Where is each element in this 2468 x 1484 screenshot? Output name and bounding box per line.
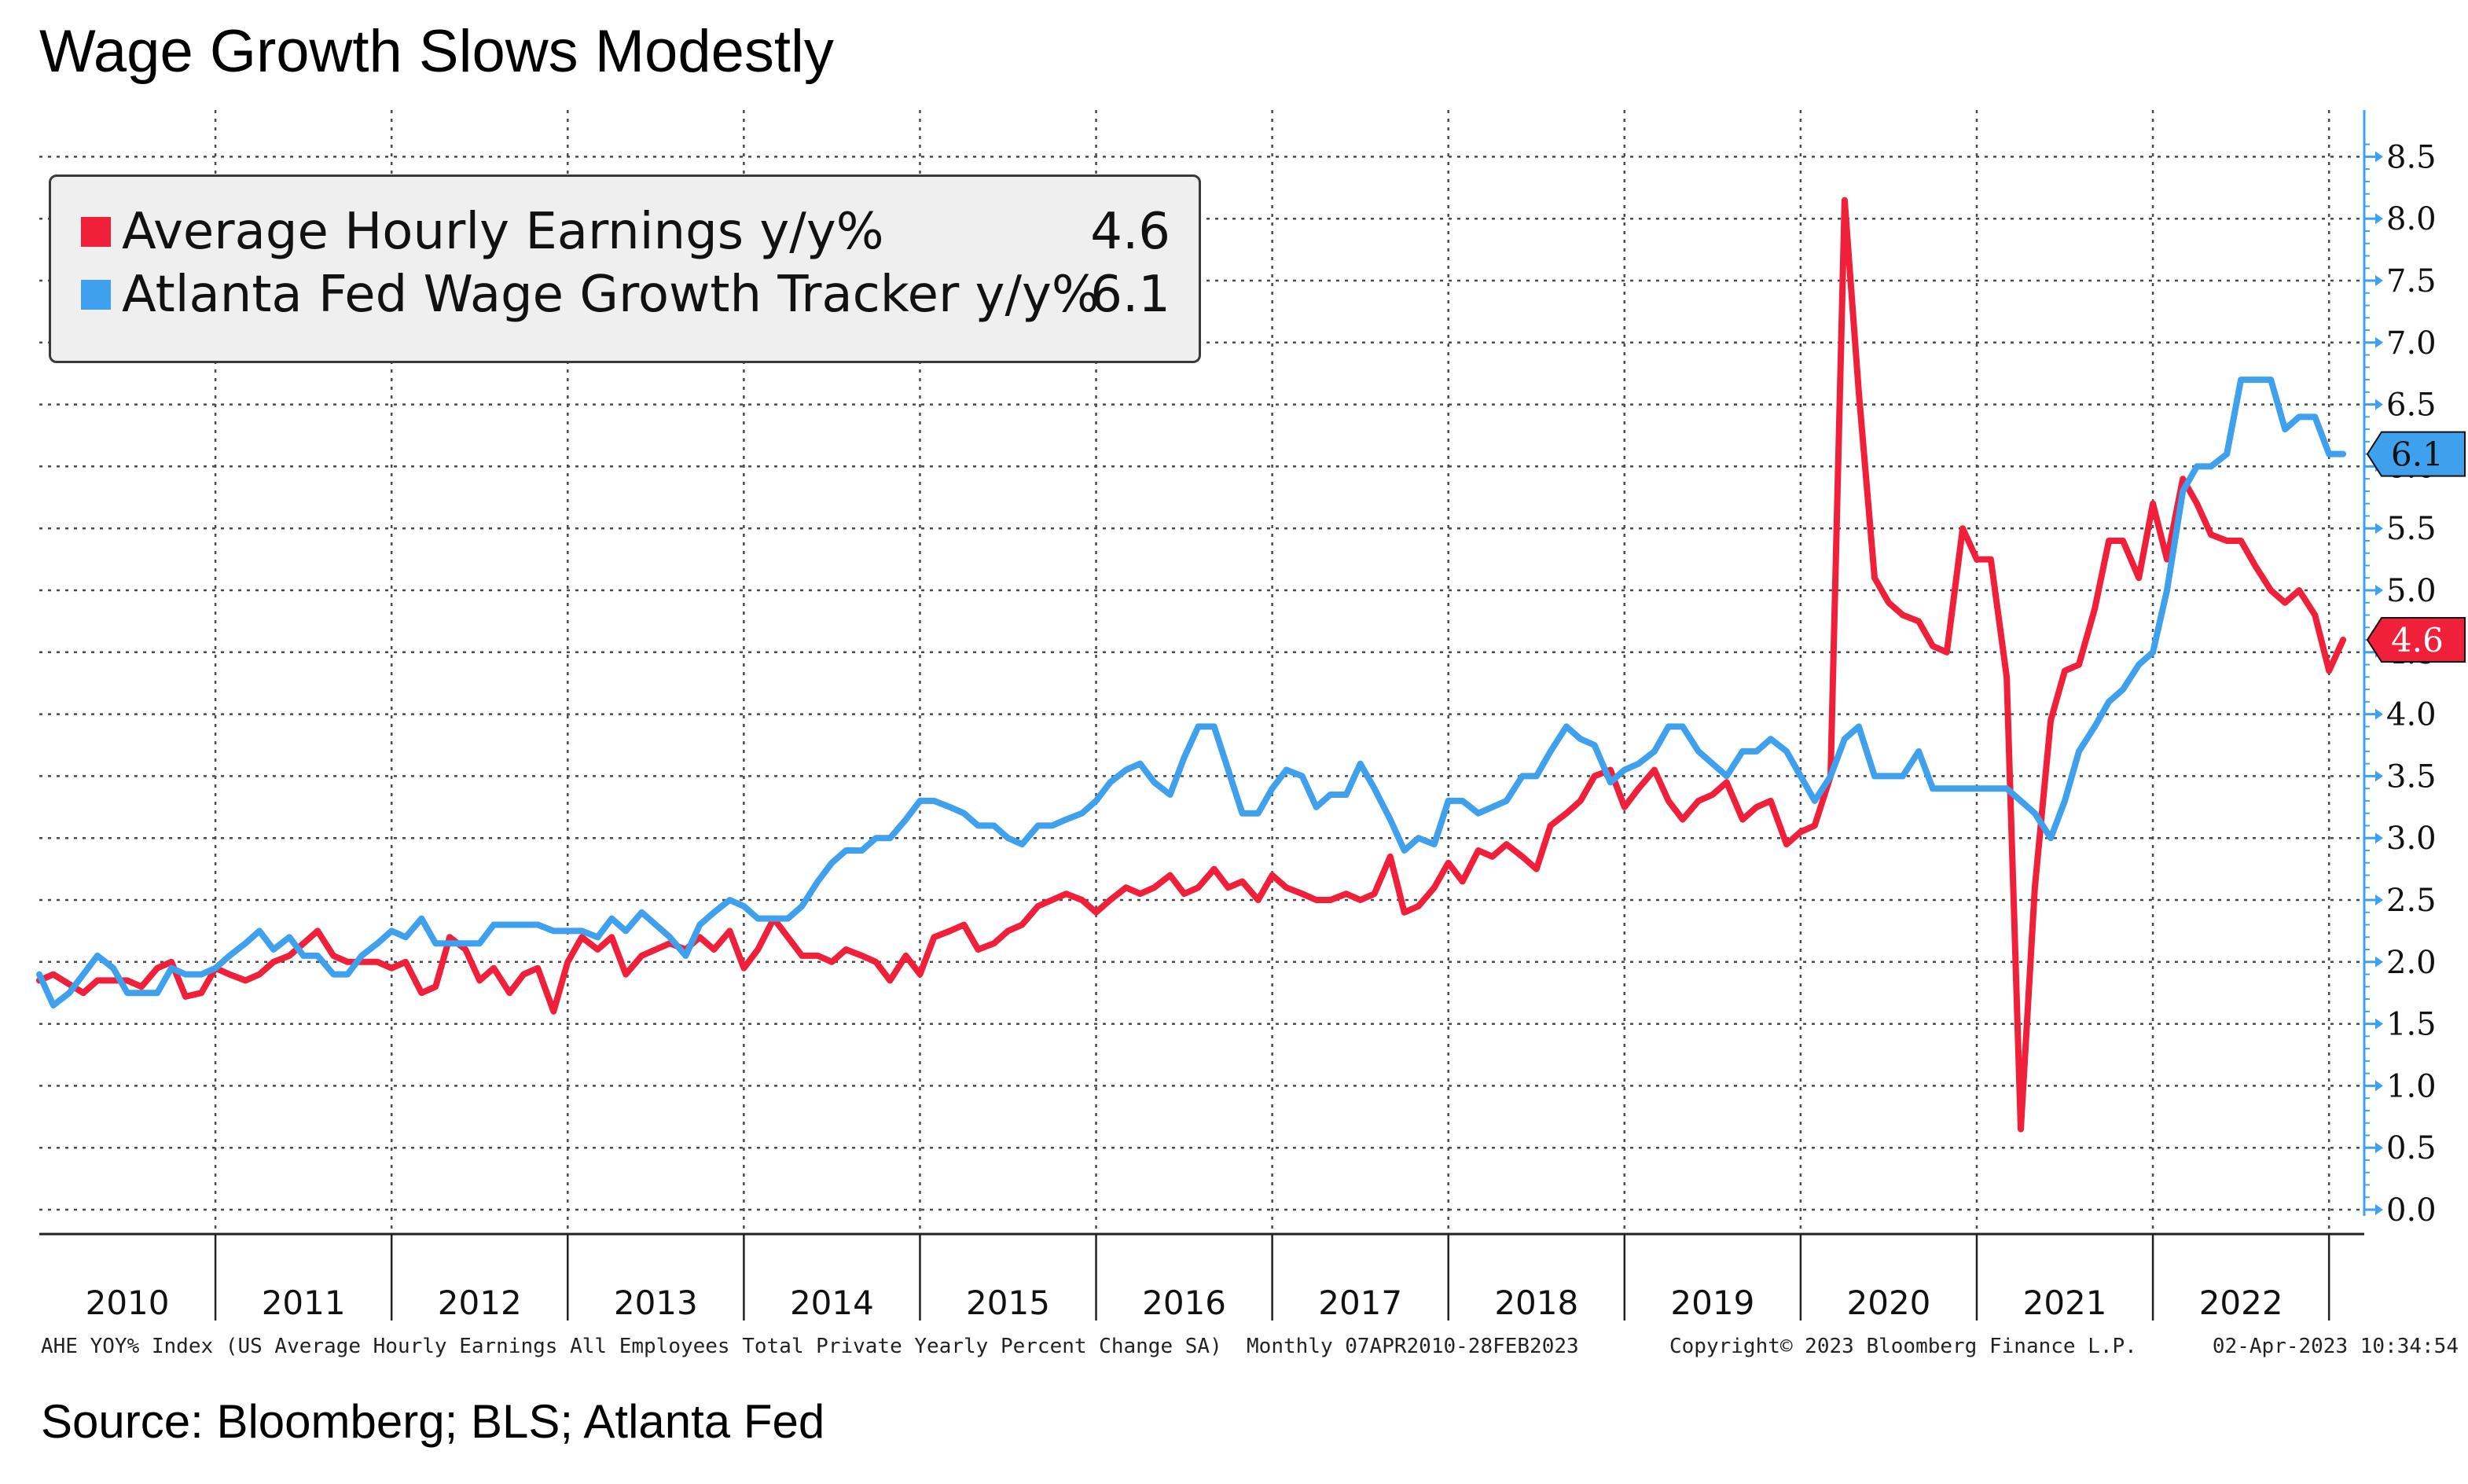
series-line-atlanta-fed <box>36 377 2347 1008</box>
y-tick-label: 3.5 <box>2386 759 2437 795</box>
y-tick-arrow-icon <box>2375 1080 2383 1092</box>
y-tick-label: 7.5 <box>2386 263 2437 299</box>
end-labels: 6.1 4.6 <box>2366 431 2466 663</box>
source-note: Source: Bloomberg; BLS; Atlanta Fed <box>41 1395 825 1448</box>
y-tick-arrow-icon <box>2375 585 2383 596</box>
legend-label-ahe: Average Hourly Earnings y/y% <box>122 203 884 261</box>
x-tick-label: 2020 <box>1847 1284 1931 1322</box>
end-label-value: 6.1 <box>2391 435 2444 474</box>
x-tick-label: 2019 <box>1670 1284 1754 1322</box>
y-tick-arrow-icon <box>2375 832 2383 844</box>
legend-value-atlanta-fed: 6.1 <box>1090 266 1170 324</box>
y-tick-arrow-icon <box>2375 894 2383 905</box>
x-tick-label: 2018 <box>1494 1284 1578 1322</box>
legend-swatch-ahe <box>81 217 111 247</box>
end-label-tag <box>2366 431 2466 477</box>
grid-lines <box>39 110 2364 1234</box>
series-lines <box>36 197 2347 1133</box>
end-label-ahe: 4.6 <box>2366 617 2466 663</box>
y-tick-arrow-icon <box>2375 1018 2383 1030</box>
x-tick-label: 2021 <box>2023 1284 2107 1322</box>
x-tick-label: 2010 <box>86 1284 170 1322</box>
y-tick-label: 5.5 <box>2386 511 2437 547</box>
x-tick-label: 2013 <box>614 1284 698 1322</box>
y-tick-label: 8.0 <box>2386 201 2437 237</box>
y-tick-arrow-icon <box>2375 523 2383 534</box>
end-label-atlanta-fed: 6.1 <box>2366 431 2466 477</box>
x-tick-label: 2015 <box>966 1284 1050 1322</box>
x-tick-label: 2017 <box>1318 1284 1402 1322</box>
x-tick-label: 2022 <box>2199 1284 2283 1322</box>
x-tick-label: 2014 <box>790 1284 874 1322</box>
y-tick-arrow-icon <box>2375 1142 2383 1154</box>
x-tick-label: 2011 <box>262 1284 346 1322</box>
y-tick-arrow-icon <box>2375 151 2383 163</box>
y-tick-label: 0.0 <box>2386 1192 2437 1229</box>
legend-label-atlanta-fed: Atlanta Fed Wage Growth Tracker y/y% <box>122 266 1100 324</box>
footer-timestamp: 02-Apr-2023 10:34:54 <box>2212 1335 2459 1358</box>
chart-title: Wage Growth Slows Modestly <box>39 18 834 85</box>
y-tick-arrow-icon <box>2375 956 2383 968</box>
legend-item-atlanta-fed: Atlanta Fed Wage Growth Tracker y/y% <box>81 263 1100 326</box>
x-tick-label: 2012 <box>438 1284 522 1322</box>
axes: 0.00.51.01.52.02.53.03.54.04.55.05.56.06… <box>39 110 2437 1322</box>
footer-index-note: AHE YOY% Index (US Average Hourly Earnin… <box>41 1335 1579 1358</box>
end-label-value: 4.6 <box>2391 621 2444 659</box>
y-tick-arrow-icon <box>2375 336 2383 348</box>
x-tick-label: 2016 <box>1142 1284 1226 1322</box>
y-tick-label: 1.0 <box>2386 1068 2437 1104</box>
y-tick-label: 2.0 <box>2386 945 2437 981</box>
end-label-tag <box>2366 617 2466 663</box>
legend-swatch-atlanta-fed <box>81 280 111 310</box>
footer-copyright: Copyright© 2023 Bloomberg Finance L.P. <box>1669 1335 2137 1358</box>
y-tick-label: 5.0 <box>2386 573 2437 609</box>
legend-value-ahe: 4.6 <box>1090 203 1170 261</box>
y-tick-label: 1.5 <box>2386 1007 2437 1043</box>
legend: Average Hourly Earnings y/y% 4.6 Atlanta… <box>49 174 1201 363</box>
series-line-ahe <box>36 197 2347 1133</box>
y-tick-label: 0.5 <box>2386 1130 2437 1166</box>
y-tick-label: 6.5 <box>2386 388 2437 424</box>
y-tick-arrow-icon <box>2375 708 2383 720</box>
y-tick-label: 7.0 <box>2386 325 2437 362</box>
y-tick-label: 2.5 <box>2386 883 2437 919</box>
y-tick-label: 3.0 <box>2386 821 2437 857</box>
y-tick-label: 4.0 <box>2386 697 2437 733</box>
y-tick-arrow-icon <box>2375 213 2383 225</box>
y-tick-arrow-icon <box>2375 770 2383 782</box>
legend-item-ahe: Average Hourly Earnings y/y% <box>81 200 884 263</box>
y-tick-arrow-icon <box>2375 1204 2383 1215</box>
y-tick-arrow-icon <box>2375 399 2383 410</box>
y-tick-arrow-icon <box>2375 275 2383 286</box>
y-tick-label: 8.5 <box>2386 139 2437 175</box>
